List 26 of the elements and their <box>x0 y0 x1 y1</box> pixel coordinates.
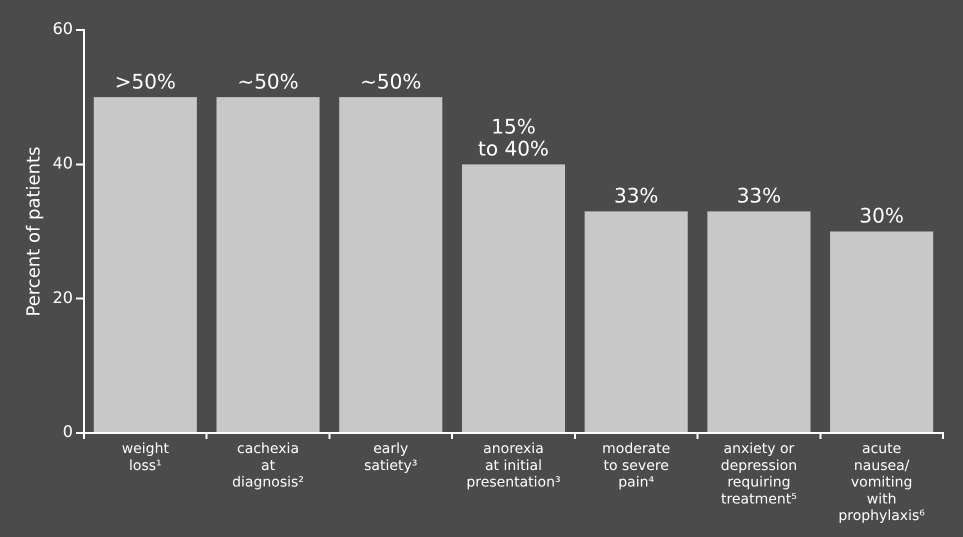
data-label: ~50% <box>360 69 422 94</box>
data-label: 30% <box>859 204 904 228</box>
x-tick-label: early satiety³ <box>364 441 418 474</box>
x-tick-label: acute nausea/ vomiting with prophylaxis⁶ <box>838 441 926 524</box>
y-tick-label: 0 <box>62 422 73 442</box>
data-label: 33% <box>736 184 782 208</box>
x-tick-label: weight loss¹ <box>122 441 170 474</box>
x-tick-label: cachexia at diagnosis² <box>232 441 304 491</box>
y-tick-label: 20 <box>52 288 73 307</box>
bar <box>830 232 934 432</box>
bar <box>584 211 688 432</box>
x-tick-label: moderate to severe pain⁴ <box>602 441 670 491</box>
data-label: 15% to 40% <box>478 114 549 161</box>
bar <box>707 211 810 432</box>
y-tick-label: 40 <box>52 153 73 172</box>
y-tick-label: 60 <box>52 19 73 38</box>
bar <box>339 97 442 432</box>
bar <box>462 164 566 432</box>
data-label: 33% <box>614 184 658 208</box>
data-label: >50% <box>114 69 176 94</box>
x-tick-label: anorexia at initial presentation³ <box>466 441 561 491</box>
bar <box>94 97 197 432</box>
x-tick-label: anxiety or depression requiring treatment⁵ <box>720 441 798 508</box>
y-axis-title: Percent of patients <box>23 146 44 316</box>
bar <box>216 97 320 432</box>
data-label: ~50% <box>237 69 299 94</box>
